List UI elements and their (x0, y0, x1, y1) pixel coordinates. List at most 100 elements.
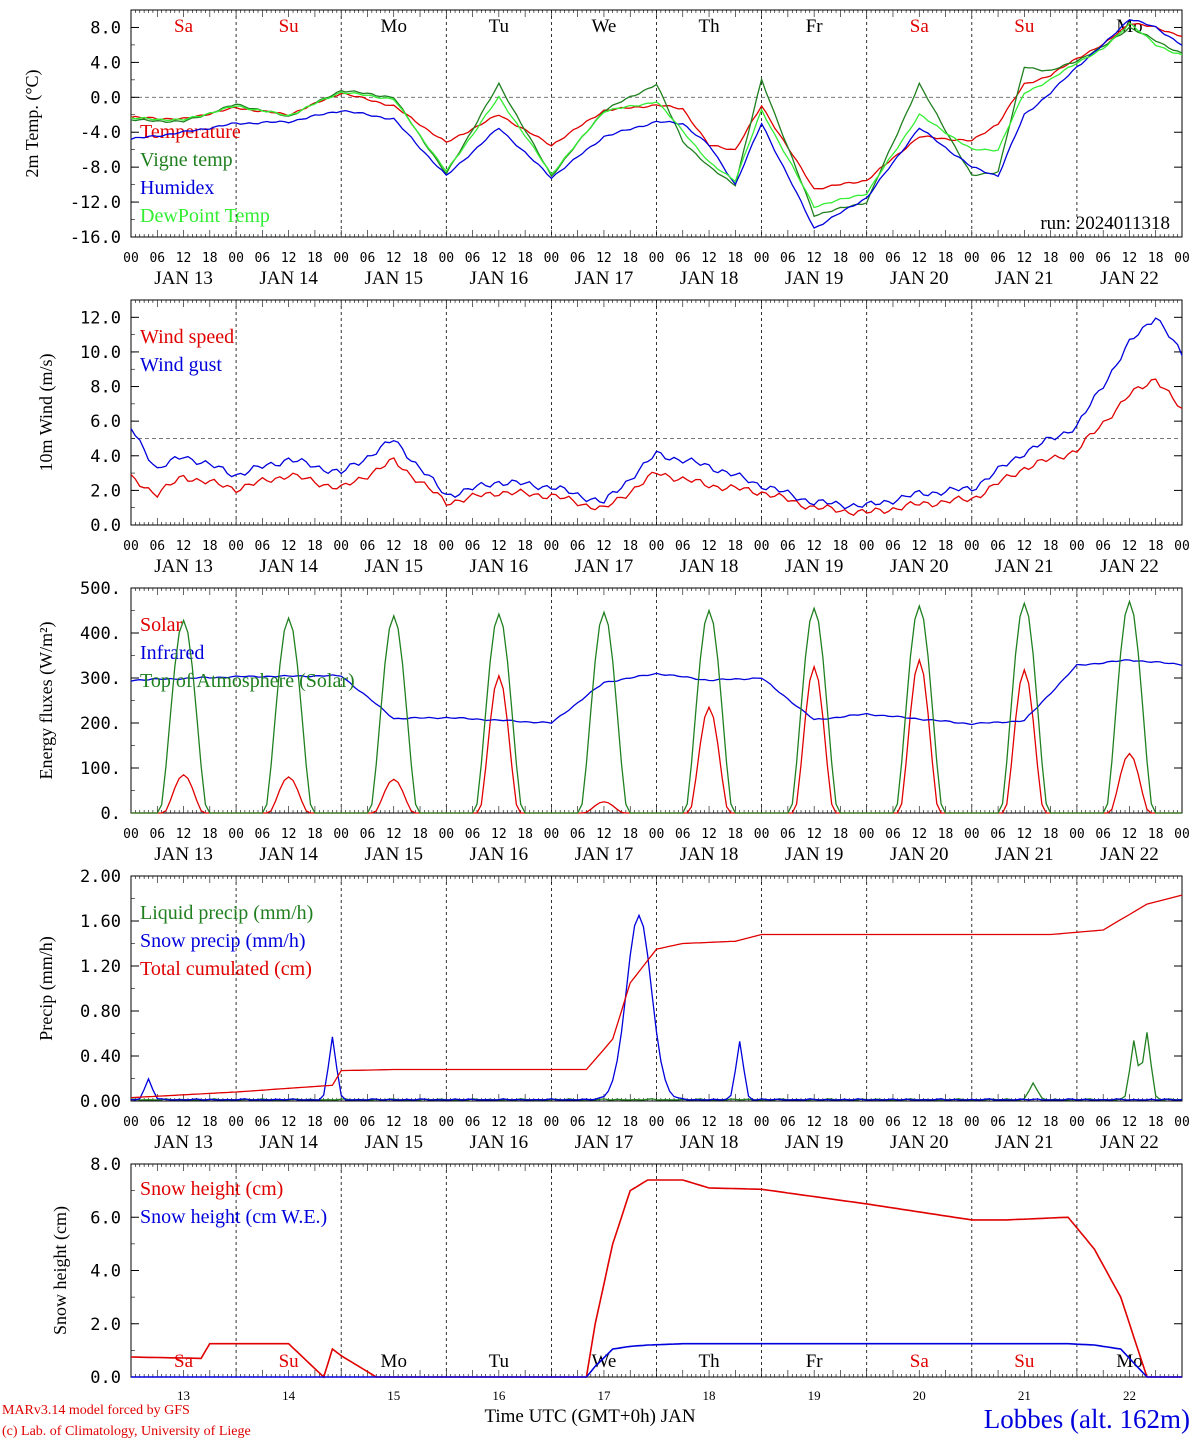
date-label: JAN 20 (890, 844, 949, 865)
y-axis-title: Precip (mm/h) (36, 936, 57, 1040)
y-tick-label: 12.0 (80, 308, 121, 328)
y-tick-label: 500. (80, 579, 121, 599)
hour-tick-label: 00 (964, 251, 980, 266)
hour-tick-label: 06 (780, 539, 796, 554)
hour-tick-label: 06 (780, 1115, 796, 1130)
hour-tick-label: 00 (1069, 251, 1085, 266)
hour-tick-label: 18 (517, 1115, 533, 1130)
hour-tick-label: 12 (176, 251, 192, 266)
y-tick-label: 2.00 (80, 867, 121, 887)
hour-tick-label: 18 (1043, 827, 1059, 842)
y-tick-label: 8.0 (90, 1155, 121, 1175)
y-tick-label: 2.0 (90, 1315, 121, 1335)
date-label: JAN 22 (1100, 268, 1159, 289)
y-tick-label: 0.0 (90, 88, 121, 108)
hour-tick-label: 06 (780, 827, 796, 842)
series-line (130, 21, 1183, 209)
legend-entry: Vigne temp (140, 149, 233, 171)
date-label: JAN 13 (154, 844, 213, 865)
y-tick-label: 100. (80, 759, 121, 779)
panel-4: 2.00 1.60 1.20 0.80 0.40 0.00 Precip (mm/h) 00 0… (36, 867, 1190, 1153)
hour-tick-label: 18 (622, 827, 638, 842)
y-axis-title: Energy fluxes (W/m²) (36, 621, 57, 779)
hour-tick-label: 18 (202, 539, 218, 554)
legend-entry: Wind gust (140, 354, 222, 376)
hour-tick-label: 18 (1043, 251, 1059, 266)
legend-entry: Snow precip (mm/h) (140, 930, 306, 952)
hour-tick-label: 12 (491, 539, 507, 554)
date-number: 17 (597, 1388, 611, 1403)
hour-tick-label: 18 (833, 1115, 849, 1130)
hour-tick-label: 12 (701, 251, 717, 266)
hour-tick-label: 18 (1148, 1115, 1164, 1130)
hour-tick-label: 18 (1148, 539, 1164, 554)
hour-tick-label: 00 (859, 1115, 875, 1130)
date-label: JAN 17 (575, 268, 634, 289)
date-label: JAN 20 (890, 556, 949, 577)
y-tick-label: 200. (80, 714, 121, 734)
hour-tick-label: 18 (1043, 1115, 1059, 1130)
date-label: JAN 21 (995, 268, 1054, 289)
date-label: JAN 18 (680, 1132, 739, 1153)
hour-tick-label: 00 (859, 539, 875, 554)
hour-tick-label: 06 (570, 827, 586, 842)
hour-tick-label: 00 (964, 827, 980, 842)
weekday-label: Tu (489, 1351, 510, 1372)
hour-tick-label: 12 (281, 251, 297, 266)
run-annotation: run: 2024011318 (1040, 213, 1170, 234)
hour-tick-label: 00 (123, 827, 139, 842)
hour-tick-label: 12 (1122, 539, 1138, 554)
hour-tick-label: 00 (438, 539, 454, 554)
hour-tick-label: 00 (1069, 827, 1085, 842)
y-tick-label: 0.0 (90, 1368, 121, 1388)
hour-tick-label: 00 (1174, 1115, 1190, 1130)
panel-2: 12.0 10.0 8.0 6.0 4.0 2.0 0.0 10m Wind (m/s) 00 0… (36, 299, 1190, 577)
hour-tick-label: 18 (307, 539, 323, 554)
hour-tick-label: 12 (386, 251, 402, 266)
hour-tick-label: 12 (176, 539, 192, 554)
legend-entry: Snow height (cm W.E.) (140, 1206, 327, 1228)
hour-tick-label: 00 (544, 1115, 560, 1130)
date-number: 22 (1123, 1388, 1136, 1403)
hour-tick-label: 06 (465, 1115, 481, 1130)
series-line (130, 659, 1183, 726)
hour-tick-label: 00 (438, 251, 454, 266)
hour-tick-label: 18 (727, 539, 743, 554)
hour-tick-label: 12 (281, 827, 297, 842)
hour-tick-label: 18 (307, 827, 323, 842)
hour-tick-label: 12 (386, 539, 402, 554)
plot-frame (130, 299, 1183, 526)
hour-tick-label: 18 (938, 251, 954, 266)
hour-tick-label: 12 (1122, 1115, 1138, 1130)
weekday-label: Sa (174, 16, 194, 37)
hour-tick-label: 00 (1174, 539, 1190, 554)
hour-tick-label: 00 (228, 827, 244, 842)
y-tick-label: 0.0 (90, 516, 121, 536)
date-number: 15 (387, 1388, 400, 1403)
hour-tick-label: 06 (149, 827, 165, 842)
hour-tick-label: 06 (1095, 1115, 1111, 1130)
hour-tick-label: 00 (754, 539, 770, 554)
hour-tick-label: 12 (806, 539, 822, 554)
hour-tick-label: 06 (255, 827, 271, 842)
hour-tick-label: 12 (491, 827, 507, 842)
hour-tick-label: 06 (885, 251, 901, 266)
legend-entry: Infrared (140, 642, 204, 664)
hour-tick-label: 00 (1069, 1115, 1085, 1130)
y-tick-label: -4.0 (80, 123, 121, 143)
date-label: JAN 16 (470, 844, 529, 865)
hour-tick-label: 06 (360, 539, 376, 554)
series-line (131, 1342, 1182, 1378)
hour-tick-label: 06 (990, 251, 1006, 266)
hour-tick-label: 12 (701, 539, 717, 554)
hour-tick-label: 12 (1017, 251, 1033, 266)
date-label: JAN 19 (785, 1132, 844, 1153)
date-label: JAN 19 (785, 844, 844, 865)
y-tick-label: -12.0 (70, 193, 121, 213)
hour-tick-label: 18 (517, 539, 533, 554)
weekday-label: Th (698, 1351, 720, 1372)
y-tick-label: 300. (80, 669, 121, 689)
hour-tick-label: 12 (596, 1115, 612, 1130)
date-number: 13 (177, 1388, 190, 1403)
hour-tick-label: 18 (412, 539, 428, 554)
